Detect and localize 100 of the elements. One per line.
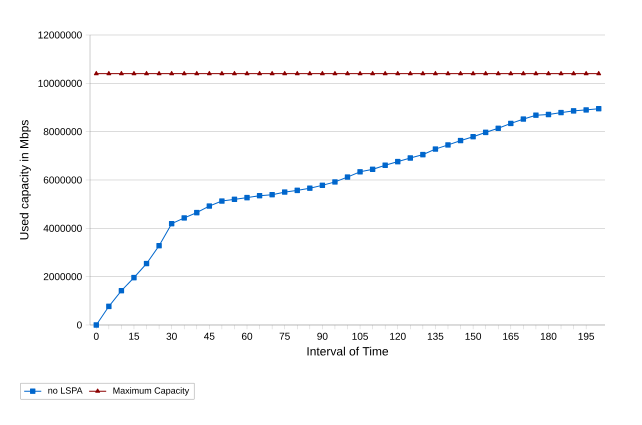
- point: [558, 70, 564, 76]
- point: [119, 70, 124, 76]
- point: [320, 182, 326, 188]
- point: [370, 166, 376, 172]
- point: [244, 194, 250, 200]
- y-tick-label: 8000000: [44, 128, 82, 136]
- point: [458, 70, 463, 76]
- point: [534, 70, 538, 76]
- point: [382, 70, 388, 76]
- point: [118, 288, 124, 294]
- point: [458, 138, 464, 144]
- point: [483, 70, 488, 76]
- point: [570, 108, 576, 114]
- point: [182, 215, 187, 221]
- point: [132, 70, 136, 76]
- point: [332, 70, 338, 76]
- point: [282, 189, 288, 195]
- point: [382, 162, 388, 168]
- point: [219, 70, 224, 76]
- x-tick-label: 0: [94, 332, 99, 340]
- point: [156, 70, 162, 76]
- y-tick-label: 0: [77, 321, 82, 329]
- point: [596, 70, 602, 76]
- point: [320, 70, 325, 76]
- x-tick-label: 75: [280, 332, 290, 340]
- point: [282, 70, 288, 76]
- point: [546, 70, 551, 76]
- point: [194, 70, 200, 76]
- point: [420, 152, 426, 158]
- point: [370, 70, 376, 76]
- point: [408, 155, 414, 161]
- x-tick-label: 195: [578, 332, 594, 340]
- point: [257, 70, 262, 76]
- point: [244, 70, 250, 76]
- x-axis-title: Interval of Time: [307, 346, 388, 356]
- y-axis-title: Used capacity in Mbps: [20, 120, 31, 240]
- point: [144, 70, 149, 76]
- point: [470, 70, 476, 76]
- point: [508, 70, 514, 76]
- point: [358, 70, 362, 76]
- x-tick-label: 135: [428, 332, 444, 340]
- point: [596, 106, 602, 112]
- point: [106, 70, 112, 76]
- point: [583, 107, 589, 113]
- point: [94, 70, 99, 76]
- point: [332, 179, 338, 185]
- point: [131, 274, 137, 280]
- point: [432, 146, 438, 152]
- legend-label: no LSPA: [48, 387, 83, 394]
- y-tick-label: 2000000: [44, 273, 82, 280]
- x-tick-label: 30: [166, 332, 177, 340]
- y-tick-label: 6000000: [44, 176, 82, 184]
- point: [294, 70, 300, 76]
- point: [307, 186, 313, 191]
- x-tick-label: 120: [390, 332, 406, 340]
- x-tick-label: 15: [129, 332, 140, 340]
- point: [508, 120, 514, 126]
- point: [357, 169, 363, 174]
- point: [168, 221, 174, 226]
- point: [520, 70, 526, 76]
- legend-label: Maximum Capacity: [113, 387, 190, 396]
- x-tick-label: 90: [317, 332, 328, 340]
- point: [408, 70, 413, 76]
- point: [232, 196, 238, 202]
- x-tick-label: 60: [242, 332, 252, 340]
- point: [206, 203, 212, 209]
- y-tick-label: 12000000: [38, 31, 82, 39]
- point: [270, 70, 275, 76]
- point: [496, 126, 501, 131]
- point: [194, 210, 200, 216]
- point: [256, 193, 262, 198]
- y-tick-label: 10000000: [38, 80, 82, 87]
- point: [433, 70, 438, 76]
- point: [420, 70, 426, 76]
- point: [345, 70, 350, 76]
- x-tick-label: 180: [540, 332, 556, 340]
- point: [558, 110, 564, 116]
- point: [294, 188, 300, 194]
- point: [571, 70, 576, 76]
- x-tick-label: 45: [204, 332, 214, 340]
- x-tick-label: 165: [503, 332, 519, 340]
- point: [307, 70, 312, 76]
- point: [269, 192, 275, 198]
- point: [584, 70, 589, 76]
- point: [470, 134, 476, 140]
- point: [395, 70, 400, 76]
- point: [482, 130, 488, 136]
- point: [94, 322, 99, 328]
- point: [496, 70, 501, 76]
- point: [182, 70, 187, 76]
- x-tick-label: 105: [352, 332, 368, 340]
- point: [106, 304, 112, 310]
- point: [206, 70, 212, 76]
- point: [144, 260, 150, 266]
- y-tick-label: 4000000: [44, 224, 82, 232]
- point: [232, 70, 237, 76]
- point: [446, 70, 450, 76]
- point: [520, 116, 526, 122]
- point: [395, 158, 400, 164]
- point: [169, 70, 174, 76]
